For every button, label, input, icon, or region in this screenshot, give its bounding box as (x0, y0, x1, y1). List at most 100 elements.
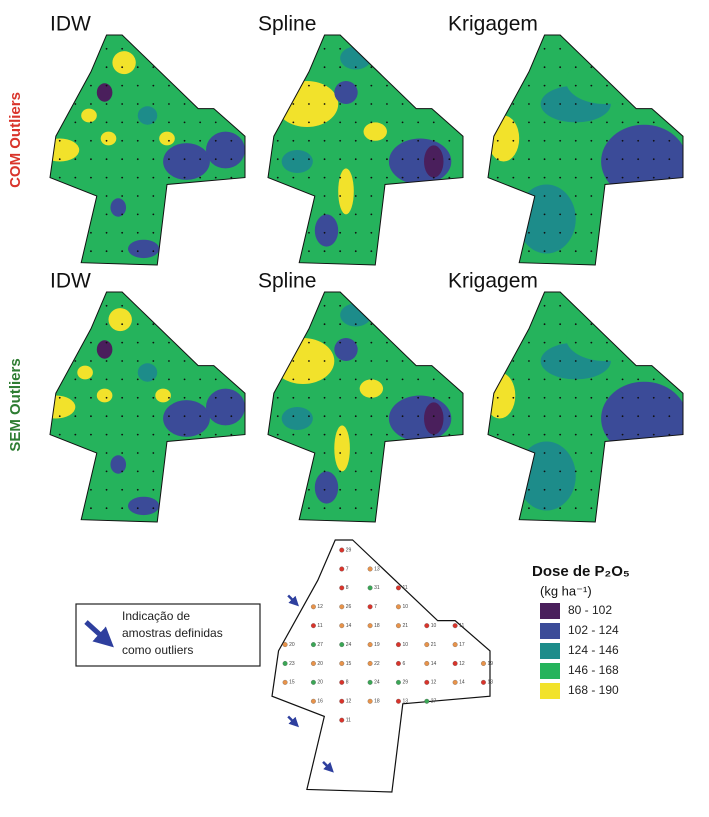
sample-dot (354, 507, 357, 510)
map (50, 292, 245, 522)
sample-dot (432, 66, 435, 69)
sample-dot (354, 488, 357, 491)
sample-dot (168, 231, 170, 234)
sample-dot (308, 250, 310, 253)
sample-dot (199, 507, 202, 510)
class-zone (77, 365, 93, 380)
sample-dot (417, 452, 420, 454)
sample-dot (168, 378, 170, 381)
sample-dot (74, 360, 77, 362)
sample-point (424, 698, 430, 704)
sample-dot (370, 323, 373, 326)
legend-swatch (540, 663, 560, 679)
sample-dot (637, 84, 640, 87)
sample-dot (90, 84, 92, 87)
sample-dot (401, 360, 404, 362)
sample-dot (637, 213, 640, 216)
sample-dot (668, 231, 671, 234)
sample-dot (574, 360, 577, 362)
sample-dot (292, 507, 295, 510)
sample-dot (621, 195, 624, 197)
sample-dot (323, 304, 326, 307)
sample-dot (543, 452, 546, 454)
sample-dot (276, 213, 279, 216)
sample-dot (432, 360, 435, 362)
sample-dot (354, 470, 357, 473)
sample-dot (230, 323, 233, 326)
sample-dot (183, 121, 186, 124)
sample-dot (168, 415, 170, 418)
sample-dot (559, 121, 562, 124)
sample-dot (136, 433, 139, 436)
sample-dot (386, 452, 388, 454)
sample-dot (90, 360, 92, 362)
sample-dot (136, 415, 139, 418)
class-zone (281, 150, 313, 173)
sample-dot (652, 103, 655, 105)
sample-dot (58, 341, 61, 344)
sample-dot (354, 396, 357, 399)
class-zone (163, 143, 210, 180)
class-zone (517, 441, 576, 511)
sample-dot (58, 507, 61, 510)
sample-dot (308, 84, 310, 87)
sample-dot (652, 176, 655, 179)
sample-dot (621, 66, 624, 69)
sample-dot (512, 304, 515, 307)
sample-dot (152, 121, 155, 124)
sample-dot (152, 213, 155, 216)
sample-dot (323, 360, 326, 362)
sample-dot (183, 433, 186, 436)
class-zone (334, 338, 358, 361)
sample-dot (668, 341, 671, 344)
sample-dot (339, 396, 342, 399)
sample-dot (448, 158, 451, 161)
sample-dot (183, 213, 186, 216)
sample-dot (136, 158, 139, 161)
class-zone (424, 145, 444, 178)
sample-dot (559, 139, 562, 142)
sample-dot (606, 415, 608, 418)
sample-dot (417, 507, 420, 510)
sample-point (424, 679, 430, 685)
sample-dot (105, 415, 108, 418)
sample-dot (590, 360, 593, 362)
sample-label: 14 (431, 661, 437, 667)
sample-dot (512, 378, 515, 381)
class-zone (110, 198, 127, 217)
sample-dot (214, 304, 217, 307)
sample-dot (339, 84, 342, 87)
sample-dot (199, 213, 202, 216)
sample-dot (199, 341, 202, 344)
sample-dot (496, 47, 499, 50)
sample-dot (168, 470, 170, 473)
sample-dot (528, 103, 530, 105)
sample-dot (276, 396, 279, 399)
sample-dot (432, 433, 435, 436)
sample-dot (668, 158, 671, 161)
sample-dot (496, 139, 499, 142)
sample-dot (183, 158, 186, 161)
sample-dot (543, 396, 546, 399)
sample-dot (621, 213, 624, 216)
sample-dot (652, 213, 655, 216)
sample-dot (58, 433, 61, 436)
sample-dot (590, 470, 593, 473)
sample-dot (214, 323, 217, 326)
sample-point (367, 679, 373, 685)
sample-dot (652, 139, 655, 142)
sample-dot (386, 195, 388, 197)
sample-dot (590, 66, 593, 69)
sample-dot (74, 84, 77, 87)
sample-dot (370, 396, 373, 399)
sample-dot (308, 360, 310, 362)
sample-dot (528, 158, 530, 161)
sample-dot (152, 231, 155, 234)
sample-point (395, 698, 401, 704)
legend-title: Dose de P₂O₅ (532, 563, 630, 580)
sample-dot (386, 415, 388, 418)
sample-dot (668, 213, 671, 216)
sample-dot (136, 341, 139, 344)
sample-dot (90, 47, 92, 50)
sample-dot (199, 415, 202, 418)
